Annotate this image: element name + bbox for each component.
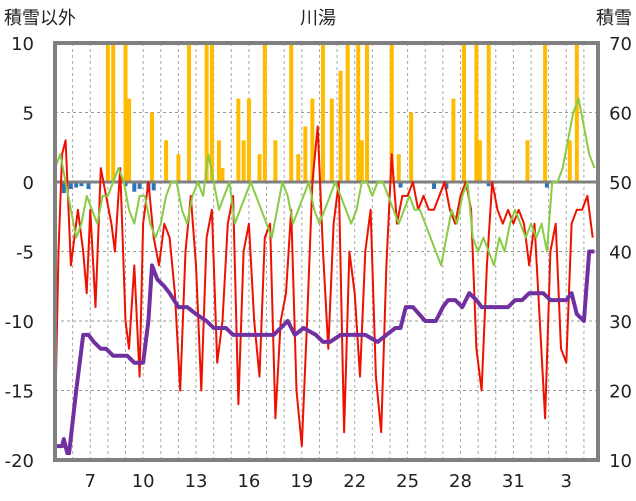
line-layer — [54, 97, 596, 456]
bar-降水量 — [359, 140, 364, 182]
bar-降水量 — [329, 98, 334, 182]
bar-日照時間 — [79, 182, 84, 187]
bar-降水量 — [176, 154, 181, 182]
bar-日照時間 — [137, 182, 142, 189]
bar-降水量 — [216, 140, 221, 182]
right-tick-label: 40 — [609, 243, 632, 264]
x-tick-label: 25 — [396, 471, 419, 492]
bar-layer — [61, 43, 579, 194]
bar-降水量 — [320, 43, 325, 182]
left-tick-label: -20 — [5, 451, 34, 472]
right-tick-label: 50 — [609, 173, 632, 194]
bar-降水量 — [409, 112, 414, 182]
bar-降水量 — [289, 43, 294, 182]
bar-降水量 — [474, 43, 479, 182]
bar-降水量 — [477, 140, 482, 182]
right-tick-label: 70 — [609, 34, 632, 55]
bar-日照時間 — [432, 182, 437, 189]
bar-日照時間 — [444, 182, 449, 189]
line-積雪深 — [55, 249, 595, 456]
bar-日照時間 — [74, 182, 79, 188]
bar-降水量 — [111, 43, 116, 182]
bar-降水量 — [186, 43, 191, 182]
bar-降水量 — [127, 98, 132, 182]
left-tick-label: -15 — [5, 382, 34, 403]
bar-降水量 — [149, 112, 154, 182]
bar-降水量 — [365, 43, 370, 182]
bar-日照時間 — [68, 182, 73, 189]
bar-日照時間 — [86, 182, 91, 189]
right-tick-label: 60 — [609, 104, 632, 125]
bar-降水量 — [204, 43, 209, 182]
left-tick-label: 0 — [23, 173, 34, 194]
right-axis-ticks: 70 60 50 40 30 20 10 — [609, 34, 632, 472]
bar-降水量 — [257, 154, 262, 182]
left-tick-label: 5 — [23, 104, 34, 125]
bar-降水量 — [209, 43, 214, 182]
right-tick-label: 30 — [609, 312, 632, 333]
bar-降水量 — [389, 43, 394, 182]
line-気温 — [54, 125, 594, 448]
gridlines — [54, 42, 598, 461]
x-tick-label: 10 — [132, 471, 155, 492]
bar-降水量 — [310, 98, 315, 182]
bar-降水量 — [105, 43, 110, 182]
left-tick-label: 10 — [11, 34, 34, 55]
bar-日照時間 — [61, 182, 66, 194]
x-tick-label: 22 — [343, 471, 366, 492]
bar-降水量 — [574, 43, 579, 182]
x-tick-label: 7 — [85, 471, 96, 492]
bar-降水量 — [246, 98, 251, 182]
x-tick-label: 31 — [502, 471, 525, 492]
bar-日照時間 — [151, 182, 156, 191]
bar-日照時間 — [486, 182, 491, 187]
x-tick-label: 28 — [449, 471, 472, 492]
bar-降水量 — [236, 98, 241, 182]
bar-降水量 — [273, 140, 278, 182]
bar-日照時間 — [398, 182, 403, 188]
bar-降水量 — [123, 43, 128, 182]
right-axis-label: 積雪 — [596, 8, 632, 29]
x-tick-label: 19 — [290, 471, 313, 492]
plot-frame — [53, 41, 600, 462]
right-tick-label: 10 — [609, 451, 632, 472]
bar-日照時間 — [132, 182, 137, 192]
bar-降水量 — [220, 168, 225, 182]
bar-降水量 — [525, 140, 530, 182]
bar-降水量 — [303, 126, 308, 182]
x-tick-label: 13 — [185, 471, 208, 492]
bar-降水量 — [567, 140, 572, 182]
left-axis-label: 積雪以外 — [4, 8, 76, 29]
bar-降水量 — [356, 43, 361, 182]
chart-title: 川湯 — [300, 8, 336, 29]
right-tick-label: 20 — [609, 382, 632, 403]
bar-降水量 — [462, 43, 467, 182]
left-axis-ticks: 10 5 0 -5 -10 -15 -20 — [5, 34, 34, 472]
bar-降水量 — [396, 154, 401, 182]
bar-降水量 — [164, 140, 169, 182]
bar-降水量 — [241, 140, 246, 182]
bar-降水量 — [543, 43, 548, 182]
x-axis-ticks: 7 10 13 16 19 22 25 28 31 3 — [85, 471, 572, 492]
x-tick-label: 3 — [561, 471, 572, 492]
line-気温(緑) — [54, 97, 596, 267]
bar-降水量 — [262, 43, 267, 182]
bar-降水量 — [338, 70, 343, 182]
bar-降水量 — [486, 43, 491, 182]
bar-日照時間 — [123, 182, 128, 187]
left-tick-label: -5 — [16, 243, 34, 264]
bar-降水量 — [296, 154, 301, 182]
left-tick-label: -10 — [5, 312, 34, 333]
bar-降水量 — [451, 98, 456, 182]
bar-日照時間 — [544, 182, 549, 188]
x-tick-label: 16 — [237, 471, 260, 492]
bar-降水量 — [345, 43, 350, 182]
